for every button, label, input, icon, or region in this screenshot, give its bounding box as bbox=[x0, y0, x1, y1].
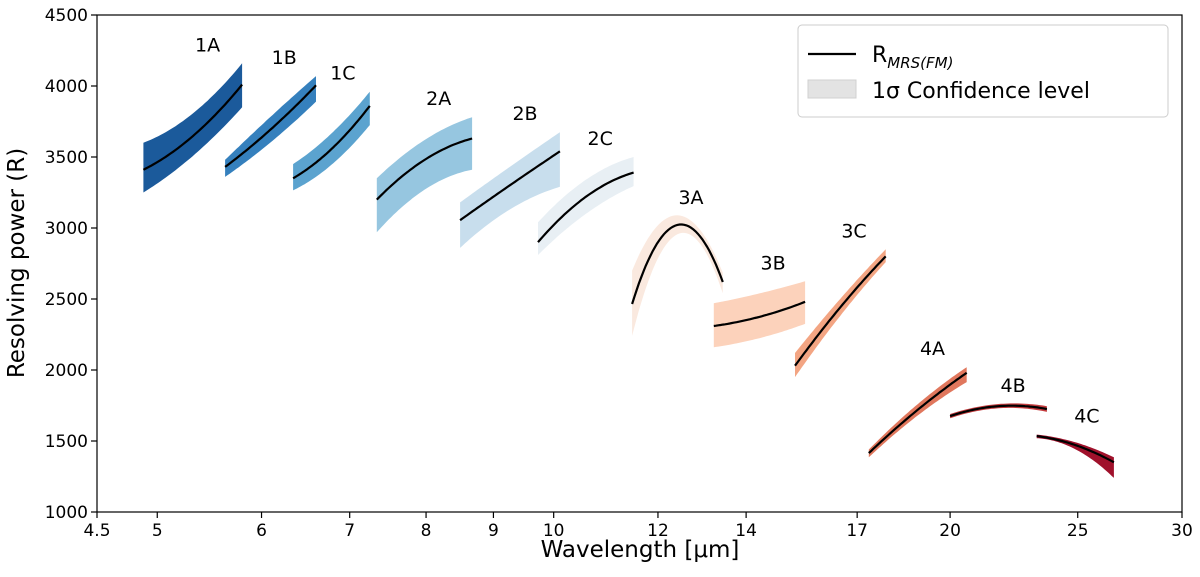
channel-labels: 1A 1B 1C 2A 2B 2C 3A 3B 3C 4A 4B 4C bbox=[195, 34, 1100, 427]
resolving-power-curve-2c bbox=[537, 171, 634, 243]
resolving-power-curve-1c bbox=[292, 105, 371, 180]
resolving-power-curves bbox=[142, 83, 1115, 464]
y-tick-label: 2500 bbox=[45, 290, 88, 310]
resolving-power-curve-3b bbox=[713, 300, 806, 328]
confidence-band-2a bbox=[376, 117, 473, 233]
x-tick-label: 5 bbox=[152, 521, 163, 541]
x-tick-label: 30 bbox=[1171, 521, 1193, 541]
x-tick-label: 10 bbox=[543, 521, 565, 541]
resolving-power-curve-2b bbox=[459, 150, 561, 222]
legend-entry-r-mrs: RMRS(FM) bbox=[872, 43, 953, 72]
y-tick-label: 1500 bbox=[45, 432, 88, 452]
x-axis-ticks: 4.5 5 6 7 8 9 10 12 14 17 20 25 30 bbox=[83, 512, 1193, 541]
resolving-power-curve-4c bbox=[1036, 434, 1115, 464]
x-axis-label: Wavelength [μm] bbox=[541, 537, 740, 563]
confidence-bands bbox=[143, 63, 1114, 478]
y-tick-label: 4000 bbox=[45, 77, 88, 97]
y-tick-label: 2000 bbox=[45, 361, 88, 381]
x-tick-label: 9 bbox=[488, 521, 499, 541]
legend-r-sub: MRS(FM) bbox=[887, 54, 953, 72]
y-tick-label: 3000 bbox=[45, 219, 88, 239]
x-tick-label: 25 bbox=[1067, 521, 1089, 541]
x-tick-label: 12 bbox=[647, 521, 669, 541]
legend-r-main: R bbox=[872, 43, 887, 68]
confidence-band-4b bbox=[950, 403, 1047, 419]
resolving-power-curve-4b bbox=[949, 404, 1048, 418]
channel-label-4c: 4C bbox=[1074, 406, 1099, 428]
channel-label-1a: 1A bbox=[195, 34, 220, 56]
channel-label-1b: 1B bbox=[272, 47, 297, 69]
x-tick-label: 4.5 bbox=[83, 521, 110, 541]
confidence-band-4c bbox=[1036, 434, 1114, 478]
channel-label-2c: 2C bbox=[588, 128, 613, 150]
resolving-power-curve-3c bbox=[794, 255, 887, 367]
resolving-power-curve-1a bbox=[142, 83, 243, 171]
legend-entry-confidence: 1σ Confidence level bbox=[872, 79, 1090, 104]
x-tick-label: 7 bbox=[344, 521, 355, 541]
legend: RMRS(FM) 1σ Confidence level bbox=[797, 24, 1169, 118]
channel-label-2a: 2A bbox=[426, 88, 451, 110]
x-tick-label: 6 bbox=[256, 521, 267, 541]
channel-label-3a: 3A bbox=[678, 187, 703, 209]
legend-box bbox=[797, 24, 1169, 118]
x-tick-label: 8 bbox=[421, 521, 432, 541]
channel-label-3c: 3C bbox=[841, 220, 866, 242]
confidence-band-2b bbox=[460, 132, 560, 248]
y-axis-label: Resolving power (R) bbox=[4, 148, 30, 378]
x-tick-label: 20 bbox=[939, 521, 961, 541]
confidence-band-1a bbox=[143, 63, 243, 193]
channel-label-3b: 3B bbox=[761, 252, 786, 274]
channel-label-4b: 4B bbox=[1001, 375, 1026, 397]
channel-label-1c: 1C bbox=[330, 63, 355, 85]
resolving-power-curve-1b bbox=[224, 84, 317, 168]
resolving-power-curve-3a bbox=[631, 223, 724, 305]
x-tick-label: 17 bbox=[846, 521, 868, 541]
y-tick-label: 4500 bbox=[45, 6, 88, 26]
confidence-band-3b bbox=[713, 281, 806, 348]
resolving-power-curve-4a bbox=[868, 371, 968, 454]
channel-label-2b: 2B bbox=[512, 103, 537, 125]
y-tick-label: 1000 bbox=[45, 503, 88, 523]
legend-band-swatch bbox=[807, 79, 857, 99]
x-tick-label: 14 bbox=[735, 521, 757, 541]
channel-label-4a: 4A bbox=[920, 338, 945, 360]
y-axis-ticks: 1000 1500 2000 2500 3000 3500 4000 4500 bbox=[45, 6, 97, 523]
confidence-band-4a bbox=[868, 367, 967, 458]
confidence-band-3c bbox=[795, 249, 886, 378]
plot-frame bbox=[96, 14, 1183, 513]
confidence-band-3a bbox=[632, 215, 723, 336]
confidence-band-1b bbox=[225, 76, 316, 177]
resolving-power-curve-2a bbox=[376, 137, 473, 201]
y-tick-label: 3500 bbox=[45, 148, 88, 168]
